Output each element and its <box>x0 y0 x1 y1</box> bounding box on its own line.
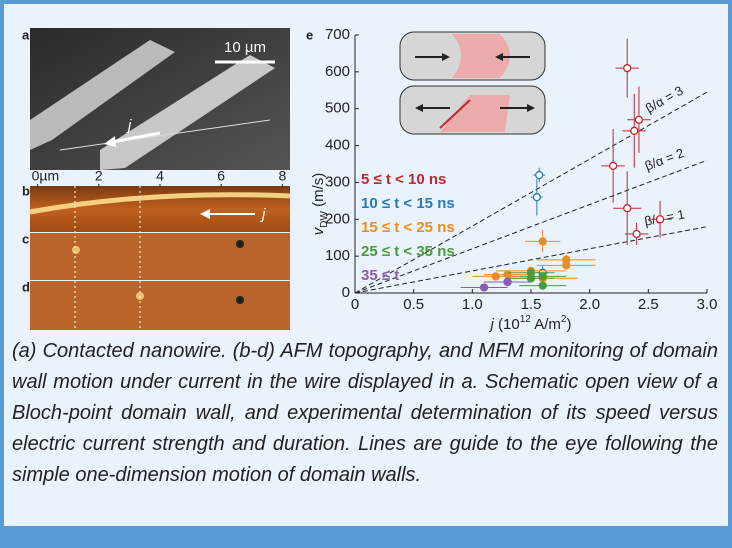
x-axis-label-part: (10 <box>494 316 520 333</box>
scale-label: 10 µm <box>224 39 266 56</box>
y-tick-label: 500 <box>325 100 350 117</box>
axis-tick-label: 4 <box>156 168 164 184</box>
x-tick-label: 0 <box>351 296 359 313</box>
y-tick-label: 100 <box>325 247 350 264</box>
data-point <box>635 116 642 123</box>
data-point <box>504 271 511 278</box>
axis-tick-label: 8 <box>278 168 286 184</box>
data-point <box>624 65 631 72</box>
data-point <box>657 216 664 223</box>
y-tick-label: 300 <box>325 173 350 190</box>
data-point <box>528 275 535 282</box>
data-point <box>536 172 543 179</box>
x-tick-label: 1.0 <box>462 296 483 313</box>
axis-tick-label: 0µm <box>32 168 60 184</box>
x-axis-label: j (1012 A/m2) <box>489 314 572 333</box>
data-point <box>624 205 631 212</box>
data-point <box>610 162 617 169</box>
data-point <box>631 127 638 134</box>
mfm-image <box>30 281 290 330</box>
data-point <box>492 273 499 280</box>
panel-label: e <box>306 27 313 42</box>
y-tick-label: 700 <box>325 26 350 43</box>
legend-label: 10 ≤ t < 15 ns <box>361 195 455 212</box>
data-point <box>539 238 546 245</box>
guide-label: β/α = 2 <box>643 145 686 173</box>
x-axis-label-part: ) <box>566 316 571 333</box>
y-tick-label: 0 <box>342 284 350 301</box>
y-axis-label-part: (m/s) <box>310 173 327 211</box>
data-point <box>504 278 511 285</box>
wall-contrast <box>236 296 244 304</box>
legend-label: 25 ≤ t < 35 ns <box>361 243 455 260</box>
data-point <box>481 284 488 291</box>
x-axis-label-part: A/m <box>531 316 561 333</box>
x-axis-label-part: 12 <box>520 314 532 325</box>
panel-label: c <box>22 231 29 246</box>
x-tick-label: 2.0 <box>579 296 600 313</box>
axis-tick-label: 2 <box>95 168 103 184</box>
panel-label: a <box>22 27 30 42</box>
caption: (a) Contacted nanowire. (b-d) AFM topogr… <box>12 336 718 524</box>
data-point <box>539 273 546 280</box>
y-tick-label: 600 <box>325 63 350 80</box>
data-point <box>539 282 546 289</box>
schematic <box>400 32 545 134</box>
legend-label: 35 ≤ t <box>361 267 399 284</box>
data-point <box>563 262 570 269</box>
x-tick-label: 0.5 <box>403 296 424 313</box>
figure-frame: 10 µm j a j b c d e 0µm246800.51.01.52.0… <box>0 0 732 548</box>
wall-contrast <box>236 240 244 248</box>
axis-tick-label: 6 <box>217 168 225 184</box>
legend-label: 15 ≤ t < 25 ns <box>361 219 455 236</box>
panel-label: b <box>22 183 30 198</box>
data-point <box>633 231 640 238</box>
guide-label: β/α = 3 <box>643 83 686 116</box>
wall-contrast <box>72 246 80 254</box>
y-axis-label-part: DW <box>319 211 330 228</box>
x-tick-label: 1.5 <box>521 296 542 313</box>
x-tick-label: 3.0 <box>697 296 718 313</box>
legend-label: 5 ≤ t < 10 ns <box>361 171 446 188</box>
guide-label: β/α = 1 <box>643 206 686 228</box>
y-tick-label: 400 <box>325 137 350 154</box>
x-tick-label: 2.5 <box>638 296 659 313</box>
panel-label: d <box>22 279 30 294</box>
mfm-image <box>30 233 290 280</box>
data-point <box>533 194 540 201</box>
